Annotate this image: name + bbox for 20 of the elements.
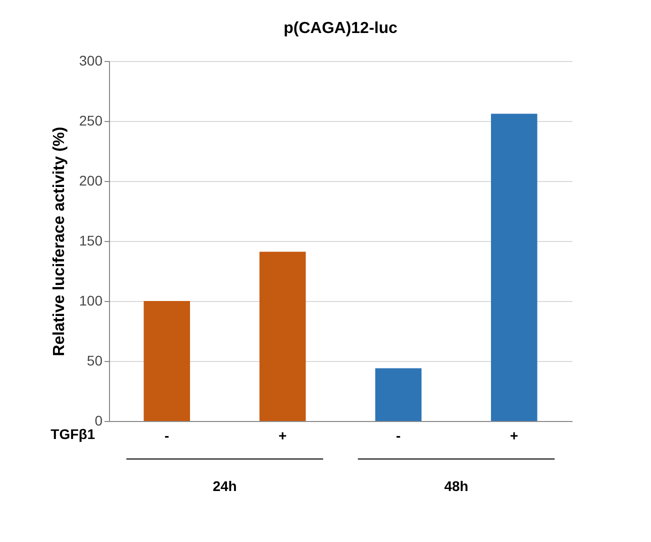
x-tick-label: +: [278, 428, 287, 444]
y-tick-label: 150: [79, 232, 103, 248]
text: TGFβ1: [50, 426, 96, 442]
x-tick-label: -: [396, 428, 402, 444]
bar: [259, 252, 306, 421]
bar: [375, 368, 422, 421]
bar: [490, 114, 538, 421]
y-tick-label: 100: [79, 292, 103, 308]
y-axis-title: Relative luciferace activity (%): [51, 126, 68, 356]
y-tick-label: 0: [94, 412, 103, 428]
x-tick-label: -: [164, 428, 170, 444]
x-tick-label: +: [510, 428, 518, 444]
bar: [144, 301, 190, 421]
y-tick-label: 50: [86, 352, 103, 368]
y-tick-label: 250: [79, 112, 103, 128]
text: 24h: [212, 478, 237, 494]
chart-title: p(CAGA)12-luc: [284, 20, 398, 37]
y-tick-label: 300: [79, 52, 103, 68]
text: 48h: [444, 478, 468, 494]
y-tick-label: 200: [79, 172, 103, 188]
